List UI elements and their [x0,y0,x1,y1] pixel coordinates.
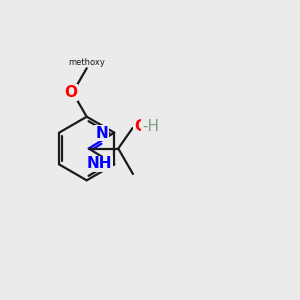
Text: -H: -H [142,119,159,134]
Text: NH: NH [86,156,112,171]
Text: methoxy: methoxy [68,58,105,67]
Text: N: N [95,126,108,141]
Text: O: O [65,85,78,100]
Text: O: O [134,119,147,134]
